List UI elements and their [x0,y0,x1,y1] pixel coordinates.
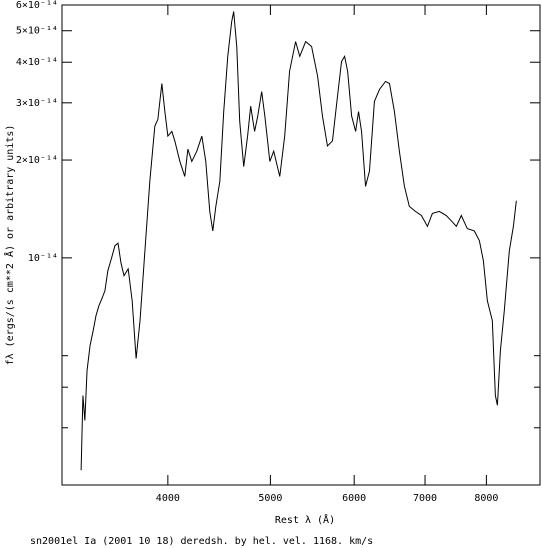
plot-frame [61,4,541,486]
caption: sn2001el Ia (2001 10 18) deredsh. by hel… [30,536,373,547]
y-tick-label: 6×10⁻¹⁴ [16,0,58,11]
x-tick-label: 4000 [156,493,180,504]
y-axis-label: fλ (ergs/(s cm**2 Å) or arbitrary units) [3,125,16,366]
x-tick-label: 6000 [342,493,366,504]
y-tick-label: 10⁻¹⁴ [28,253,58,264]
y-tick-label: 5×10⁻¹⁴ [16,26,58,37]
x-axis-label: Rest λ (Å) [275,513,335,526]
y-tick-label: 3×10⁻¹⁴ [16,98,58,109]
y-tick-label: 2×10⁻¹⁴ [16,155,58,166]
spectrum-line [80,11,517,471]
x-tick-label: 5000 [258,493,282,504]
x-tick-label: 7000 [413,493,437,504]
x-tick-label: 8000 [474,493,498,504]
y-tick-label: 4×10⁻¹⁴ [16,57,58,68]
